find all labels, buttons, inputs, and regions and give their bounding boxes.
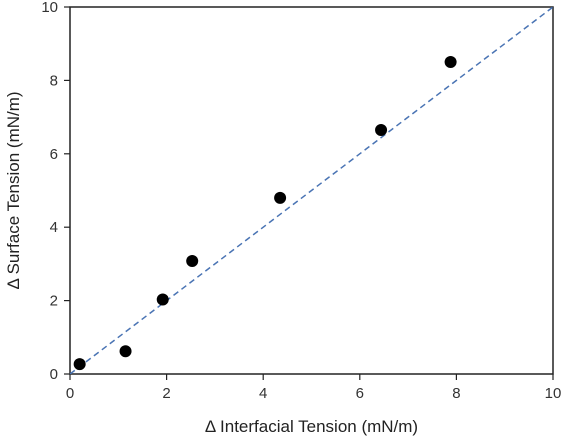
y-tick-label: 4 [50,219,58,236]
x-tick-label: 0 [66,385,74,402]
y-tick-label: 6 [50,146,58,163]
y-tick-label: 0 [50,366,58,383]
x-tick-label: 4 [259,385,267,402]
x-tick-label: 10 [545,385,562,402]
data-point [119,345,132,358]
data-point [375,123,388,136]
reference-line [69,6,554,375]
data-point [274,191,287,204]
data-point [186,254,199,267]
x-tick-label: 2 [162,385,170,402]
data-point [73,358,86,371]
plot-frame [69,6,554,375]
x-axis-label: Δ Interfacial Tension (mN/m) [205,417,418,436]
data-point [156,293,169,306]
x-tick-label: 6 [356,385,364,402]
y-tick-label: 8 [50,72,58,89]
y-tick-label: 2 [50,293,58,310]
y-tick-label: 10 [41,0,58,16]
x-tick-label: 8 [452,385,460,402]
y-axis-label: Δ Surface Tension (mN/m) [4,91,23,289]
data-point [444,56,457,69]
